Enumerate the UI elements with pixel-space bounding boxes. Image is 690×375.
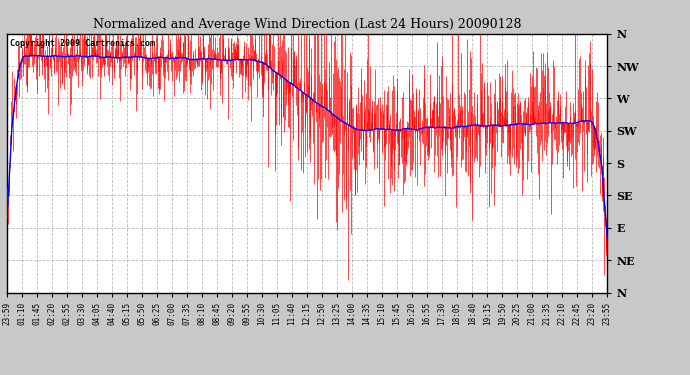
Text: Copyright 2009 Cartronics.com: Copyright 2009 Cartronics.com	[10, 39, 155, 48]
Title: Normalized and Average Wind Direction (Last 24 Hours) 20090128: Normalized and Average Wind Direction (L…	[92, 18, 522, 31]
